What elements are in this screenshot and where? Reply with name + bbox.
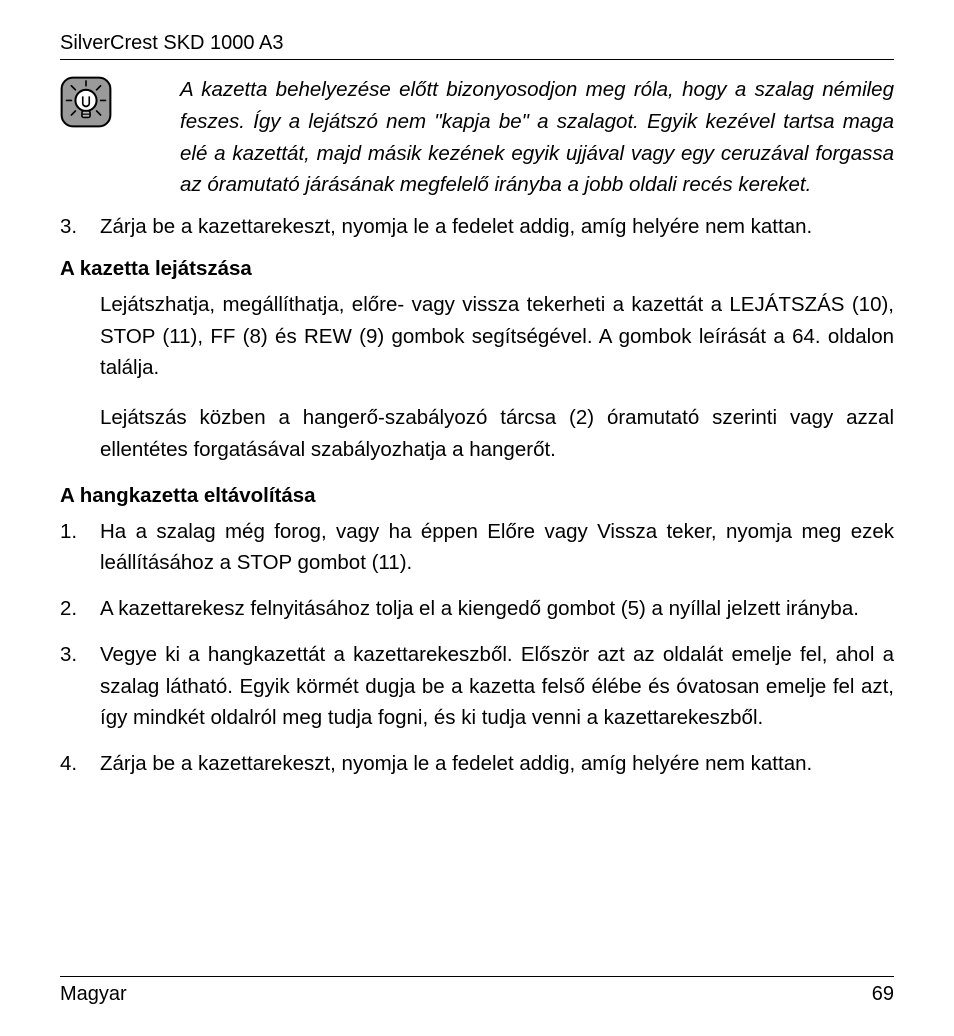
list-text: A kazettarekesz felnyitásához tolja el a… [100,593,894,625]
body-paragraph: Lejátszás közben a hangerő-szabályozó tá… [100,402,894,466]
list-text: Ha a szalag még forog, vagy ha éppen Elő… [100,516,894,580]
tip-block: A kazetta behelyezése előtt bizonyosodjo… [60,74,894,201]
section-heading-play: A kazetta lejátszása [60,257,894,281]
section-heading-remove: A hangkazetta eltávolítása [60,484,894,508]
list-item: 3. Vegye ki a hangkazettát a kazettareke… [60,639,894,734]
tip-text: A kazetta behelyezése előtt bizonyosodjo… [180,74,894,201]
tip-icon-cell [60,74,180,128]
header-title: SilverCrest SKD 1000 A3 [60,32,283,54]
lightbulb-icon [60,76,112,128]
list-item: 4. Zárja be a kazettarekeszt, nyomja le … [60,748,894,780]
list-number: 1. [60,516,100,580]
list-text: Vegye ki a hangkazettát a kazettarekeszb… [100,639,894,734]
list-item: 3. Zárja be a kazettarekeszt, nyomja le … [60,211,894,243]
list-number: 4. [60,748,100,780]
manual-page: SilverCrest SKD 1000 A3 A [0,0,954,1036]
list-text: Zárja be a kazettarekeszt, nyomja le a f… [100,211,894,243]
footer-page-number: 69 [872,983,894,1006]
list-number: 3. [60,639,100,734]
list-number: 3. [60,211,100,243]
list-number: 2. [60,593,100,625]
list-text: Zárja be a kazettarekeszt, nyomja le a f… [100,748,894,780]
page-footer: Magyar 69 [60,976,894,1006]
page-header: SilverCrest SKD 1000 A3 [60,32,894,60]
footer-language: Magyar [60,983,127,1006]
list-item: 2. A kazettarekesz felnyitásához tolja e… [60,593,894,625]
body-paragraph: Lejátszhatja, megállíthatja, előre- vagy… [100,289,894,384]
list-item: 1. Ha a szalag még forog, vagy ha éppen … [60,516,894,580]
